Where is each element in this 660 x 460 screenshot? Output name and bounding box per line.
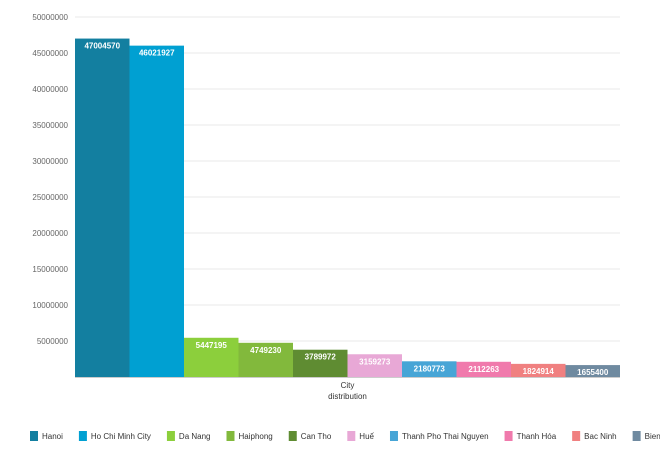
y-tick-label: 25000000	[32, 193, 68, 202]
data-labels: 47004570 46021927 5447195 4749230 3789972 315…	[84, 42, 608, 378]
legend-item[interactable]: Hanoi	[30, 431, 63, 441]
legend-label: Bac Ninh	[584, 432, 616, 441]
bar-8[interactable]	[456, 361, 512, 377]
legend-swatch	[166, 431, 175, 441]
y-tick-label: 40000000	[32, 85, 68, 94]
legend-swatch	[504, 431, 513, 441]
legend-swatch	[226, 431, 235, 441]
y-tick-label: 45000000	[32, 49, 68, 58]
bar-4[interactable]	[238, 342, 294, 377]
legend: Hanoi Ho Chi Minh City Da Nang Haiphong Can …	[30, 431, 660, 441]
bar-9[interactable]	[511, 363, 566, 377]
legend-item[interactable]: Huế	[347, 431, 375, 441]
bar-data-label: 46021927	[139, 49, 175, 58]
legend-swatch	[632, 431, 641, 441]
bar-data-label: 2112263	[468, 365, 499, 374]
legend-item[interactable]: Bien Hoa	[632, 431, 660, 441]
y-tick-label: 35000000	[32, 121, 68, 130]
y-tick-label: 5000000	[37, 337, 69, 346]
legend-label: Haiphong	[239, 432, 273, 441]
bar-3[interactable]	[184, 337, 239, 377]
bar-data-label: 2180773	[414, 364, 446, 373]
bar-6[interactable]	[347, 354, 403, 377]
y-tick-label: 30000000	[32, 157, 68, 166]
legend-label: Ho Chi Minh City	[91, 432, 151, 441]
legend-label: Thanh Hóa	[517, 432, 557, 441]
legend-swatch	[288, 431, 297, 441]
legend-item[interactable]: Ho Chi Minh City	[78, 431, 151, 441]
y-tick-label: 50000000	[32, 13, 68, 22]
y-tick-label: 10000000	[32, 301, 68, 310]
y-tick-label: 15000000	[32, 265, 68, 274]
bar-1[interactable]	[75, 38, 130, 377]
legend-item[interactable]: Thanh Pho Thai Nguyen	[389, 431, 489, 441]
x-axis-label-line-2: distribution	[328, 392, 367, 401]
bar-2[interactable]	[129, 45, 185, 378]
bar-data-label: 3789972	[305, 353, 337, 362]
x-axis-label-line-1: City	[341, 381, 355, 390]
bar-10[interactable]	[565, 365, 621, 377]
legend-label: Huế	[359, 432, 374, 441]
legend-item[interactable]: Da Nang	[166, 431, 211, 441]
legend-item[interactable]: Thanh Hóa	[504, 431, 557, 441]
legend-item[interactable]: Haiphong	[226, 431, 273, 441]
legend-swatch	[347, 431, 356, 441]
bar-5[interactable]	[293, 349, 348, 377]
legend-label: Hanoi	[42, 432, 63, 441]
y-tick-label: 20000000	[32, 229, 68, 238]
bar-data-label: 3159273	[359, 357, 391, 366]
legend-label: Bien Hoa	[645, 432, 660, 441]
legend-swatch	[30, 431, 38, 441]
bar-data-label: 47004570	[84, 42, 120, 51]
legend-item[interactable]: Bac Ninh	[572, 431, 617, 441]
bar-7[interactable]	[402, 361, 457, 377]
bars	[75, 38, 621, 378]
bar-data-label: 4749230	[250, 346, 282, 355]
y-axis-ticks: 5000000 10000000 15000000 20000000 25000000 3…	[32, 13, 68, 346]
legend-swatch	[572, 431, 581, 441]
bar-data-label: 1824914	[523, 367, 555, 376]
legend-label: Thanh Pho Thai Nguyen	[402, 432, 489, 441]
bar-data-label: 5447195	[196, 341, 228, 350]
legend-swatch	[78, 431, 87, 441]
legend-label: Can Tho	[301, 432, 332, 441]
bar-data-label: 1655400	[577, 368, 609, 377]
legend-label: Da Nang	[179, 432, 211, 441]
legend-item[interactable]: Can Tho	[288, 431, 332, 441]
legend-swatch	[389, 431, 398, 441]
